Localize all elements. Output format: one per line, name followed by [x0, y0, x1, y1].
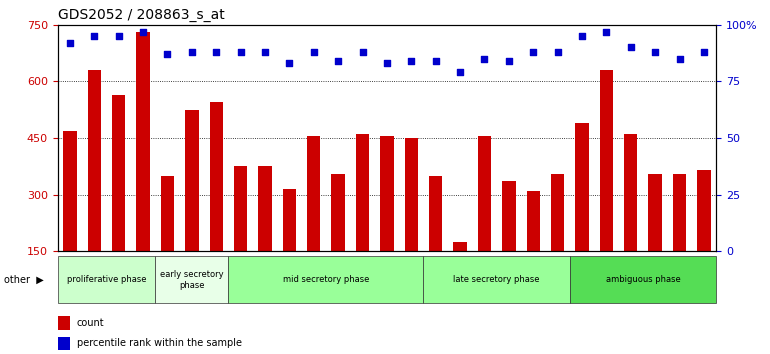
FancyBboxPatch shape: [58, 256, 156, 303]
Text: early secretory
phase: early secretory phase: [160, 270, 223, 290]
Text: late secretory phase: late secretory phase: [454, 275, 540, 284]
Bar: [404, 138, 418, 251]
Point: [527, 49, 539, 55]
Point: [357, 49, 369, 55]
Bar: [697, 170, 711, 251]
Point: [698, 49, 710, 55]
FancyBboxPatch shape: [570, 256, 716, 303]
Point: [283, 61, 296, 66]
Bar: [600, 70, 613, 251]
Point: [307, 49, 320, 55]
Bar: [58, 316, 69, 330]
Bar: [283, 189, 296, 251]
Bar: [673, 174, 686, 251]
Bar: [331, 174, 345, 251]
Bar: [502, 182, 516, 251]
Point: [601, 29, 613, 34]
Point: [478, 56, 490, 62]
Text: ambiguous phase: ambiguous phase: [605, 275, 681, 284]
FancyBboxPatch shape: [424, 256, 570, 303]
Text: GDS2052 / 208863_s_at: GDS2052 / 208863_s_at: [58, 8, 225, 22]
Point: [332, 58, 344, 64]
Point: [624, 45, 637, 50]
Bar: [477, 136, 491, 251]
Bar: [112, 95, 126, 251]
Bar: [380, 136, 393, 251]
Point: [405, 58, 417, 64]
Bar: [161, 176, 174, 251]
Bar: [209, 102, 223, 251]
Point: [161, 51, 173, 57]
Point: [551, 49, 564, 55]
Point: [234, 49, 246, 55]
Bar: [185, 110, 199, 251]
Text: count: count: [76, 318, 104, 328]
FancyBboxPatch shape: [229, 256, 424, 303]
Point: [137, 29, 149, 34]
Point: [454, 69, 466, 75]
Text: mid secretory phase: mid secretory phase: [283, 275, 369, 284]
Bar: [307, 136, 320, 251]
Bar: [258, 166, 272, 251]
Bar: [551, 174, 564, 251]
Bar: [136, 32, 150, 251]
Bar: [648, 174, 662, 251]
Bar: [454, 242, 467, 251]
Bar: [58, 337, 69, 350]
Point: [430, 58, 442, 64]
Bar: [356, 134, 370, 251]
Point: [88, 33, 100, 39]
Text: percentile rank within the sample: percentile rank within the sample: [76, 338, 242, 348]
Bar: [63, 131, 77, 251]
Point: [673, 56, 685, 62]
Point: [380, 61, 393, 66]
FancyBboxPatch shape: [156, 256, 229, 303]
Point: [259, 49, 271, 55]
Text: other  ▶: other ▶: [4, 275, 44, 285]
Bar: [527, 191, 540, 251]
Point: [576, 33, 588, 39]
Text: proliferative phase: proliferative phase: [67, 275, 146, 284]
Bar: [234, 166, 247, 251]
Bar: [429, 176, 443, 251]
Point: [186, 49, 198, 55]
Point: [64, 40, 76, 46]
Point: [649, 49, 661, 55]
Bar: [88, 70, 101, 251]
Point: [210, 49, 223, 55]
Point: [503, 58, 515, 64]
Bar: [575, 123, 589, 251]
Point: [112, 33, 125, 39]
Bar: [624, 134, 638, 251]
